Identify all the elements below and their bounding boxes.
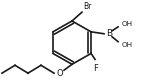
Text: B: B [106,29,112,38]
Text: OH: OH [122,42,133,48]
Text: OH: OH [122,21,133,27]
Text: F: F [94,64,99,73]
Text: O: O [57,69,63,78]
Text: Br: Br [83,2,91,11]
